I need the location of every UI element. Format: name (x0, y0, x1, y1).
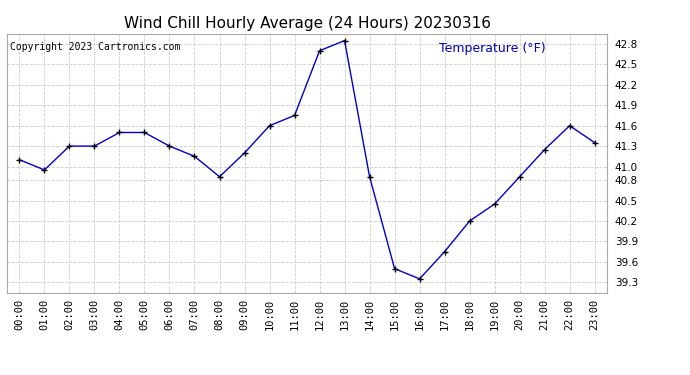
Title: Wind Chill Hourly Average (24 Hours) 20230316: Wind Chill Hourly Average (24 Hours) 202… (124, 16, 491, 31)
Text: Temperature (°F): Temperature (°F) (439, 42, 546, 54)
Text: Copyright 2023 Cartronics.com: Copyright 2023 Cartronics.com (10, 42, 180, 51)
